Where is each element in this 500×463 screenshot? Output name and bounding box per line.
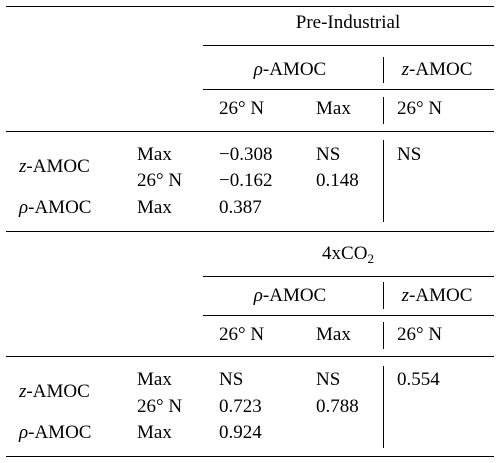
col-header-z-26n: 26° N: [397, 98, 443, 119]
section-rule: [6, 231, 494, 233]
row-sublabel: Max: [137, 369, 172, 390]
col-header-26n: 26° N: [219, 324, 265, 345]
table-cell: 0.554: [397, 369, 440, 390]
col-header-z-26n: 26° N: [397, 324, 443, 345]
title-underline: [203, 276, 494, 277]
column-divider: [383, 282, 384, 309]
table-cell: NS: [219, 369, 244, 390]
amoc-suffix: -AMOC: [409, 285, 473, 306]
table-cell: −0.308: [219, 144, 273, 165]
row-sublabel: Max: [137, 422, 172, 443]
z-symbol: z: [401, 285, 410, 306]
group-header-rho-amoc: ρ-AMOC: [254, 59, 326, 81]
rho-symbol: ρ: [253, 285, 263, 306]
group-header-z-amoc: z-AMOC: [402, 285, 473, 307]
amoc-suffix: -AMOC: [262, 59, 327, 80]
header-rule: [6, 356, 494, 358]
row-label-rho-amoc: ρ-AMOC: [19, 197, 91, 219]
section-title-preindustrial: Pre-Industrial: [295, 12, 401, 33]
bottom-rule: [6, 456, 494, 458]
z-symbol: z: [19, 156, 27, 177]
column-divider: [383, 322, 384, 349]
header-rule: [6, 131, 494, 133]
table-cell: −0.162: [219, 170, 273, 191]
row-sublabel: Max: [137, 197, 172, 218]
col-header-26n: 26° N: [219, 98, 265, 119]
table-cell: 0.788: [316, 396, 359, 417]
group-header-z-amoc: z-AMOC: [402, 59, 473, 81]
row-label-z-amoc: z-AMOC: [19, 156, 90, 178]
row-label-rho-amoc: ρ-AMOC: [19, 422, 91, 444]
group-underline: [203, 315, 494, 316]
title-underline: [203, 45, 494, 46]
amoc-suffix: -AMOC: [28, 422, 92, 443]
amoc-suffix: -AMOC: [26, 156, 90, 177]
column-divider: [383, 97, 384, 124]
z-symbol: z: [19, 381, 27, 402]
amoc-suffix: -AMOC: [26, 381, 90, 402]
row-sublabel: Max: [137, 144, 172, 165]
title-main: 4xCO: [322, 243, 368, 264]
title-subscript: 2: [367, 251, 374, 266]
table-cell: 0.924: [219, 422, 262, 443]
table-cell: 0.723: [219, 396, 262, 417]
rho-symbol: ρ: [19, 422, 29, 443]
table-cell: NS: [316, 369, 341, 390]
rho-symbol: ρ: [19, 197, 29, 218]
section-title-4xco2: 4xCO2: [322, 243, 374, 265]
table-cell: 0.387: [219, 197, 262, 218]
top-rule: [6, 6, 494, 8]
column-divider: [383, 366, 384, 448]
group-underline: [203, 89, 494, 90]
column-divider: [383, 140, 384, 222]
table-cell: NS: [397, 144, 422, 165]
amoc-suffix: -AMOC: [262, 285, 327, 306]
column-divider: [383, 57, 384, 83]
rho-symbol: ρ: [253, 59, 263, 80]
row-label-z-amoc: z-AMOC: [19, 381, 90, 403]
table-cell: 0.148: [316, 170, 359, 191]
group-header-rho-amoc: ρ-AMOC: [254, 285, 326, 307]
col-header-max: Max: [316, 324, 351, 345]
amoc-suffix: -AMOC: [409, 59, 473, 80]
row-sublabel: 26° N: [137, 170, 183, 191]
col-header-max: Max: [316, 98, 351, 119]
amoc-suffix: -AMOC: [28, 197, 92, 218]
row-sublabel: 26° N: [137, 396, 183, 417]
table-cell: NS: [316, 144, 341, 165]
z-symbol: z: [401, 59, 410, 80]
